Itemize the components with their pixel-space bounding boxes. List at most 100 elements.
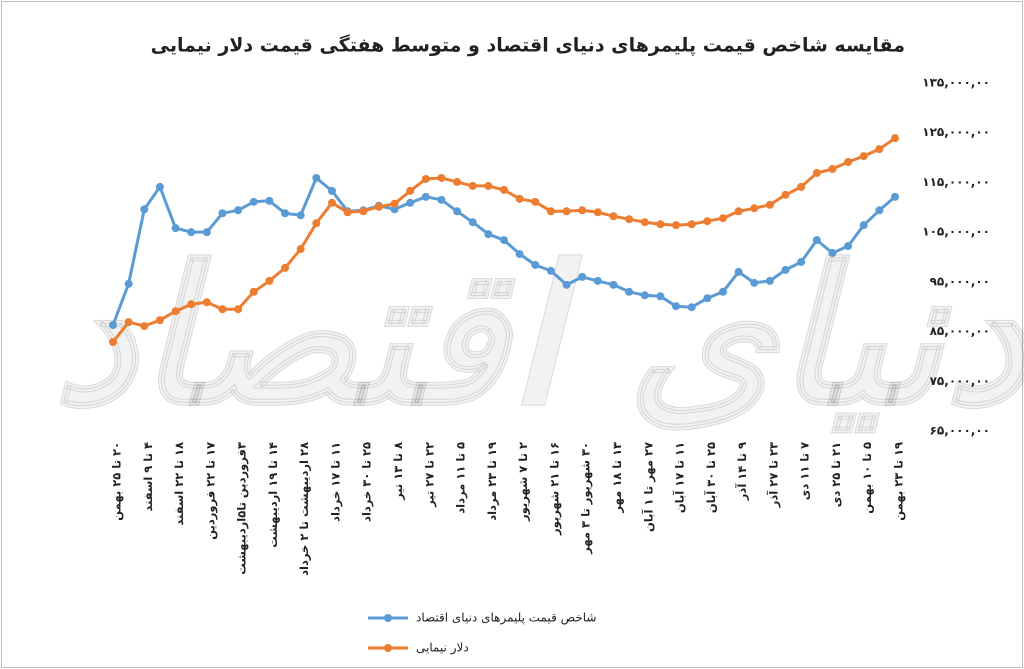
data-point — [296, 211, 305, 220]
data-point — [875, 145, 884, 154]
data-point — [562, 280, 571, 289]
legend-marker — [384, 644, 392, 652]
data-point — [812, 236, 821, 245]
data-point — [124, 318, 133, 327]
chart-title: مقایسه شاخص قیمت پلیمرهای دنیای اقتصاد و… — [151, 34, 905, 57]
y-tick-label: ۹۵,۰۰۰,۰۰ — [930, 274, 990, 288]
data-point — [343, 208, 352, 217]
x-tick-label: ۱۳ تا ۱۸ مهر — [610, 442, 624, 514]
data-point — [515, 194, 524, 203]
data-point — [249, 287, 258, 296]
data-point — [875, 206, 884, 215]
data-point — [546, 266, 555, 275]
x-tick-label: ۲ تا ۷ شهریور — [516, 442, 531, 522]
data-point — [171, 307, 180, 316]
data-point — [718, 214, 727, 223]
data-point — [859, 221, 868, 230]
data-point — [734, 207, 743, 216]
data-point — [765, 276, 774, 285]
data-point — [656, 220, 665, 229]
data-point — [578, 206, 587, 215]
data-point — [625, 287, 634, 296]
data-point — [406, 198, 415, 207]
data-point — [202, 228, 211, 237]
data-point — [781, 265, 790, 274]
x-tick-label: ۲۷ مهر تا ۱ آبان — [641, 442, 655, 532]
data-point — [703, 294, 712, 303]
data-point — [374, 202, 383, 211]
data-point — [687, 303, 696, 312]
data-point — [140, 322, 149, 331]
data-point — [687, 220, 696, 229]
data-point — [468, 181, 477, 190]
data-point — [797, 257, 806, 266]
data-point — [421, 174, 430, 183]
data-point — [500, 185, 508, 194]
y-tick-label: ۷۵,۰۰۰,۰۰ — [930, 374, 990, 388]
x-tick-label: ۲۱ تا ۲۵ دی — [829, 442, 843, 507]
data-point — [515, 250, 524, 259]
data-point — [390, 205, 399, 214]
data-point — [593, 208, 602, 217]
data-point — [359, 207, 368, 216]
x-tick-label: ۵ تا ۱۱ مرداد — [454, 442, 468, 514]
data-point — [625, 215, 634, 224]
x-tick-label: ۲۰ تا ۲۵ بهمن — [110, 442, 124, 521]
x-tick-label: ۷ تا ۱۱ دی — [798, 442, 812, 500]
data-point — [765, 200, 774, 209]
x-tick-label: ۲۵ تا ۳۰ خرداد — [360, 442, 374, 522]
y-tick-label: ۱۲۵,۰۰۰,۰۰ — [922, 125, 990, 139]
x-tick-label: ۲۲ تا ۲۷ تیر — [422, 442, 436, 508]
data-point — [453, 177, 462, 186]
data-point — [844, 242, 853, 251]
y-tick-label: ۱۱۵,۰۰۰,۰۰ — [922, 175, 990, 189]
data-point — [703, 217, 712, 226]
y-tick-label: ۸۵,۰۰۰,۰۰ — [930, 324, 990, 338]
y-tick-label: ۱۰۵,۰۰۰,۰۰ — [922, 225, 990, 239]
data-point — [234, 305, 243, 314]
data-point — [140, 205, 149, 214]
data-point — [750, 204, 759, 213]
data-point — [187, 300, 196, 309]
data-point — [421, 192, 430, 201]
data-point — [672, 302, 681, 311]
data-point — [312, 219, 321, 228]
data-point — [312, 173, 321, 182]
data-point — [844, 158, 853, 167]
data-point — [109, 321, 117, 330]
y-tick-label: ۶۵,۰۰۰,۰۰ — [930, 424, 990, 438]
data-point — [891, 134, 899, 143]
data-point — [265, 196, 274, 205]
data-point — [265, 276, 274, 285]
data-point — [281, 209, 290, 218]
data-point — [249, 197, 258, 206]
data-point — [828, 165, 837, 174]
x-tick-label: ۱۶ تا ۲۱ شهریور — [547, 442, 562, 536]
data-point — [484, 230, 493, 239]
data-point — [812, 168, 821, 177]
data-point — [390, 199, 399, 208]
y-tick-label: ۱۳۵,۰۰۰,۰۰ — [922, 76, 990, 90]
data-point — [500, 236, 508, 245]
x-tick-label: ۱۷ تا ۲۲ فروردین — [203, 442, 218, 540]
data-point — [281, 263, 290, 272]
x-tick-label: ۵ تا ۱۰ بهمن — [860, 442, 874, 514]
data-point — [859, 152, 868, 161]
data-point — [155, 316, 164, 325]
data-point — [734, 267, 743, 276]
data-point — [468, 218, 477, 227]
data-point — [484, 181, 493, 190]
x-tick-label: ۸ تا ۱۳ تیر — [391, 442, 405, 501]
x-tick-label: ۲۳ تا ۲۷ آذر — [766, 442, 780, 508]
data-point — [562, 207, 571, 216]
data-point — [593, 276, 602, 285]
data-point — [296, 245, 305, 254]
data-point — [171, 224, 180, 233]
data-point — [327, 186, 336, 195]
data-point — [640, 218, 649, 227]
data-point — [640, 291, 649, 300]
x-tick-label: ۱۸ تا ۲۲ اسفند — [172, 442, 186, 526]
x-tick-label: ۴ تا ۹ اسفند — [141, 442, 155, 512]
